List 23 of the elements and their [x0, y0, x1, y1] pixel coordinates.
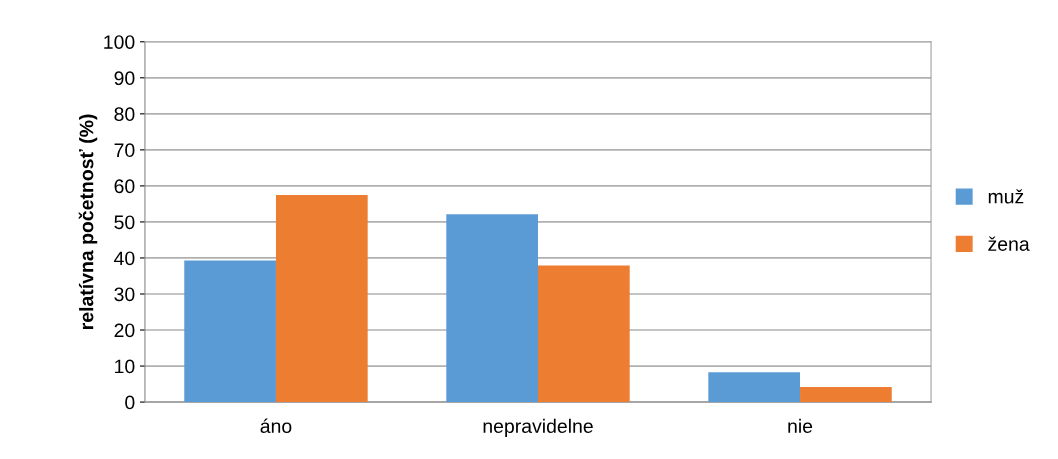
y-tick-label: 0: [125, 395, 135, 410]
bar: [184, 260, 276, 403]
y-tick-label: 30: [114, 287, 135, 302]
y-tick-label: 100: [104, 35, 135, 50]
bar: [446, 214, 538, 403]
bar: [537, 265, 630, 403]
y-tick-label: 70: [114, 143, 135, 158]
legend-label: žena: [988, 236, 1030, 251]
y-axis-title: relatívna početnosť (%): [78, 114, 98, 330]
x-tick-label: áno: [260, 418, 292, 434]
y-tick-label: 60: [114, 179, 135, 194]
y-tick-label: 20: [114, 323, 135, 338]
y-tick-label: 90: [114, 71, 135, 86]
bar: [708, 372, 801, 403]
bar: [800, 386, 892, 403]
x-tick-label: nie: [788, 418, 813, 434]
x-tick-label: nepravidelne: [483, 418, 593, 437]
y-tick-label: 10: [115, 359, 135, 374]
legend-label: muž: [988, 189, 1024, 204]
bar: [275, 194, 368, 403]
y-tick-label: 40: [114, 251, 135, 266]
y-tick-label: 80: [114, 107, 135, 122]
y-tick-label: 50: [114, 215, 135, 230]
